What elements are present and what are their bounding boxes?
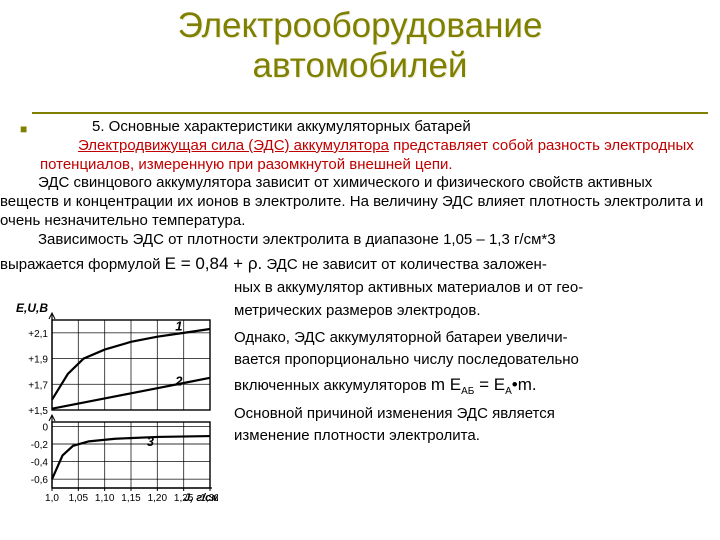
emf-term: Электродвижущая сила (ЭДС) аккумулятора	[78, 137, 389, 154]
svg-text:-0,2: -0,2	[31, 440, 49, 451]
svg-text:-0,6: -0,6	[31, 475, 49, 486]
svg-text:1,05: 1,05	[69, 493, 89, 504]
paragraph-3a: Зависимость ЭДС от плотности электролита…	[0, 231, 714, 250]
paragraph-3b: выражается формулой Е = 0,84 + ρ. ЭДС не…	[0, 253, 714, 275]
definition-line: Электродвижущая сила (ЭДС) аккумулятора …	[0, 137, 714, 175]
bullet-icon: ■	[20, 122, 27, 137]
section-heading: ■ 5. Основные характеристики аккумулятор…	[0, 118, 714, 137]
svg-text:-0,4: -0,4	[31, 458, 49, 469]
svg-text:2: 2	[174, 374, 183, 389]
title-line1: Электрооборудование	[178, 6, 543, 45]
svg-text:1: 1	[175, 318, 182, 333]
svg-text:+1,5: +1,5	[28, 406, 48, 417]
svg-text:3: 3	[147, 434, 155, 449]
emf-density-chart: E,U,В +2,1 +1,9 +1,7 +1,5 0 -0,2 -0,4 -0,6 1,0 1,0…	[14, 300, 218, 508]
svg-text:+1,9: +1,9	[28, 355, 48, 366]
svg-text:1,0: 1,0	[45, 493, 59, 504]
heading-text: 5. Основные характеристики аккумуляторны…	[92, 118, 471, 135]
svg-text:0: 0	[42, 422, 48, 433]
svg-text:J, г/см³: J, г/см³	[184, 492, 218, 504]
title-line2: автомобилей	[253, 46, 468, 85]
svg-text:1,15: 1,15	[121, 493, 141, 504]
svg-text:+2,1: +2,1	[28, 329, 48, 340]
svg-text:E,U,В: E,U,В	[16, 301, 48, 315]
svg-text:1,10: 1,10	[95, 493, 115, 504]
formula: Е = 0,84 + ρ.	[165, 254, 263, 273]
paragraph-2: ЭДС свинцового аккумулятора зависит от х…	[0, 174, 714, 230]
svg-text:+1,7: +1,7	[28, 380, 48, 391]
title-rule	[32, 112, 708, 114]
svg-text:1,20: 1,20	[148, 493, 168, 504]
right-col-1: ных в аккумулятор активных материалов и …	[0, 279, 714, 298]
